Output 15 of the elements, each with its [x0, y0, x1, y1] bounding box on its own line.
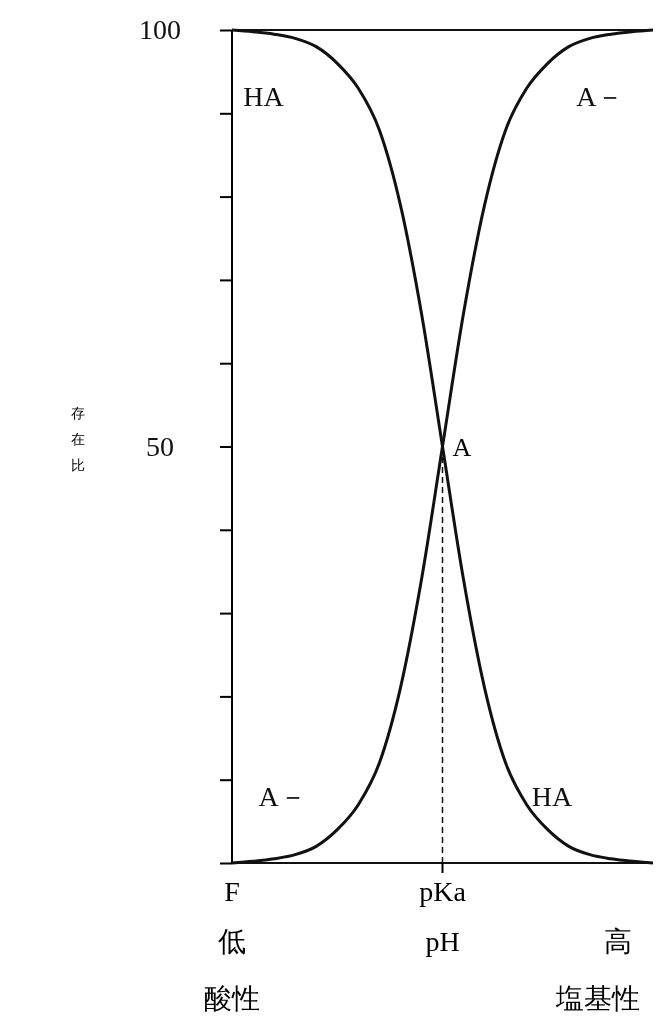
y-axis-title: 存在比: [71, 405, 85, 473]
text: HA: [243, 81, 284, 113]
series-label: A－: [576, 81, 625, 113]
text: 塩基性: [555, 983, 640, 1014]
text: F: [224, 876, 240, 907]
text: 高: [604, 926, 632, 957]
y-tick-label: 100: [139, 14, 181, 46]
annotation: A: [452, 432, 472, 462]
x-tick-label: pKa: [419, 876, 467, 907]
y-tick-label: 50: [146, 430, 174, 462]
text: 酸性: [204, 983, 260, 1014]
series-label: HA: [531, 781, 573, 813]
text: 低: [218, 926, 246, 957]
text: A－: [258, 781, 307, 813]
x-axis-title: pH: [425, 926, 460, 957]
